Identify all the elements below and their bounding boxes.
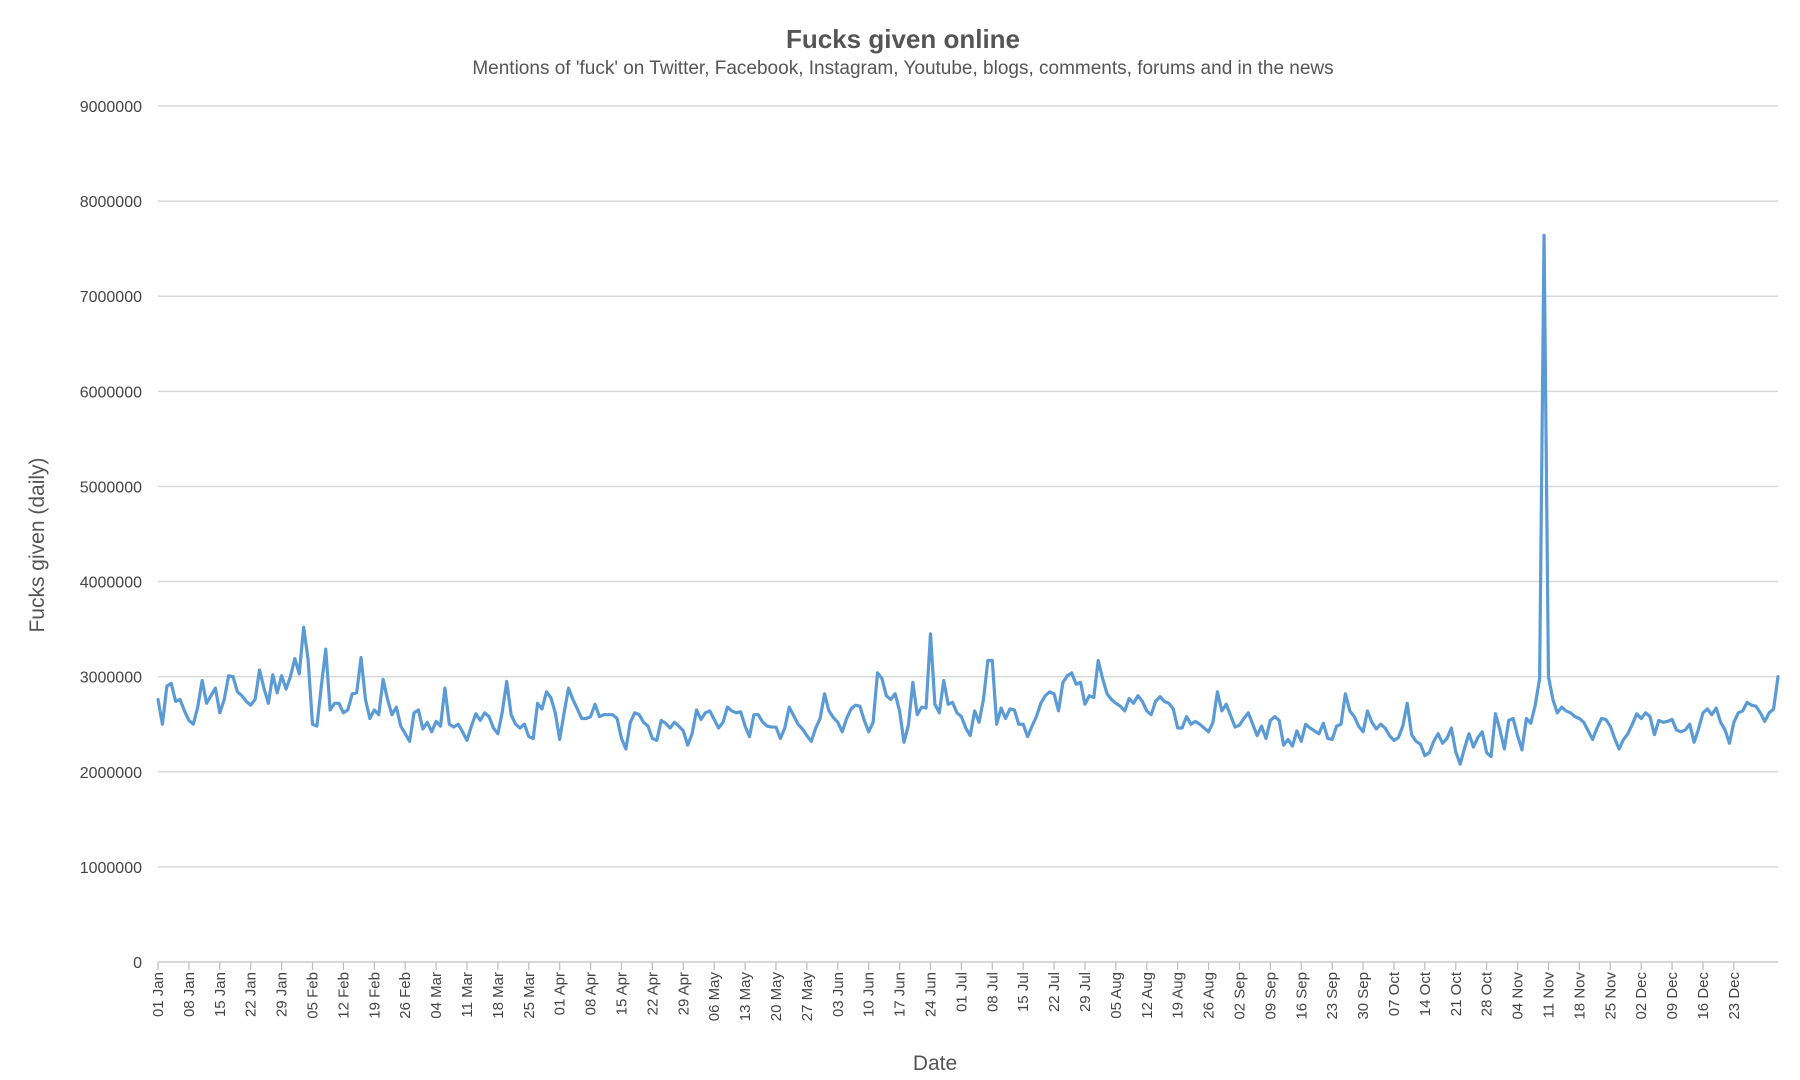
y-tick-label: 3000000	[80, 670, 142, 687]
x-axis-label: Date	[913, 1052, 957, 1075]
x-tick-label: 15 Jul	[1015, 972, 1032, 1012]
x-tick-label: 22 Jan	[243, 972, 260, 1017]
x-tick-label: 22 Apr	[644, 972, 661, 1015]
x-tick-label: 18 Mar	[490, 972, 507, 1019]
x-tick-label: 29 Apr	[675, 972, 692, 1015]
x-tick-label: 29 Jan	[274, 972, 291, 1017]
x-tick-label: 21 Oct	[1448, 971, 1465, 1016]
y-axis-label: Fucks given (daily)	[26, 457, 49, 632]
x-tick-label: 27 May	[799, 972, 816, 1022]
x-tick-label: 08 Apr	[583, 972, 600, 1015]
series-layer	[156, 233, 1780, 766]
x-tick-label: 26 Aug	[1201, 972, 1218, 1019]
series-line	[156, 233, 1780, 766]
x-tick-label: 25 Nov	[1602, 972, 1619, 1020]
y-tick-label: 6000000	[80, 384, 142, 401]
x-tick-label: 15 Apr	[613, 972, 630, 1015]
y-axis-ticks: 9000000 8000000 7000000 6000000 5000000 40000…	[80, 99, 142, 972]
x-tick-label: 02 Dec	[1633, 972, 1650, 1020]
x-tick-label: 19 Aug	[1170, 972, 1187, 1019]
x-tick-label: 24 Jun	[922, 972, 939, 1017]
x-tick-label: 09 Dec	[1664, 972, 1681, 1020]
y-tick-label: 8000000	[80, 194, 142, 211]
x-tick-label: 06 May	[706, 972, 723, 1022]
x-tick-label: 02 Sep	[1231, 972, 1248, 1020]
x-tick-label: 04 Mar	[428, 972, 445, 1019]
y-tick-label: 9000000	[80, 99, 142, 116]
x-tick-label: 04 Nov	[1510, 972, 1527, 1020]
x-tick-label: 22 Jul	[1046, 972, 1063, 1012]
x-tick-label: 20 May	[768, 972, 785, 1022]
x-tick-label: 16 Sep	[1293, 972, 1310, 1020]
x-tick-label: 10 Jun	[861, 972, 878, 1017]
x-tick-label: 08 Jan	[181, 972, 198, 1017]
x-tick-label: 28 Oct	[1479, 971, 1496, 1016]
x-tick-label: 05 Aug	[1108, 972, 1125, 1019]
x-tick-label: 07 Oct	[1386, 971, 1403, 1016]
x-tick-label: 29 Jul	[1077, 972, 1094, 1012]
x-tick-label: 15 Jan	[212, 972, 229, 1017]
x-tick-label: 23 Dec	[1726, 972, 1743, 1020]
y-tick-label: 2000000	[80, 765, 142, 782]
x-tick-label: 11 Nov	[1540, 972, 1557, 1019]
x-tick-label: 05 Feb	[304, 972, 321, 1019]
x-tick-label: 25 Mar	[521, 972, 538, 1019]
x-tick-label: 09 Sep	[1262, 972, 1279, 1020]
x-tick-label: 12 Feb	[335, 972, 352, 1019]
x-tick-label: 01 Jul	[953, 972, 970, 1012]
x-tick-label: 12 Aug	[1139, 972, 1156, 1019]
x-tick-label: 18 Nov	[1571, 972, 1588, 1020]
x-tick-label: 13 May	[737, 972, 754, 1022]
x-tick-label: 19 Feb	[366, 972, 383, 1019]
gridlines	[158, 105, 1778, 868]
y-tick-label: 7000000	[80, 289, 142, 306]
chart-subtitle: Mentions of 'fuck' on Twitter, Facebook,…	[472, 58, 1333, 79]
x-tick-label: 17 Jun	[892, 972, 909, 1017]
x-tick-label: 30 Sep	[1355, 972, 1372, 1020]
y-tick-label: 0	[133, 955, 142, 972]
x-tick-label: 03 Jun	[830, 972, 847, 1017]
x-tick-label: 11 Mar	[459, 972, 476, 1018]
x-tick-label: 23 Sep	[1324, 972, 1341, 1020]
x-tick-label: 01 Apr	[552, 972, 569, 1015]
x-tick-label: 01 Jan	[150, 972, 167, 1017]
x-axis-ticks: 01 Jan 08 Jan 15 Jan 22 Jan 29 Jan 05 Feb 12 F…	[150, 962, 1743, 1021]
x-tick-label: 26 Feb	[397, 972, 414, 1019]
x-tick-label: 16 Dec	[1695, 972, 1712, 1020]
x-tick-label: 08 Jul	[984, 972, 1001, 1012]
x-tick-label: 14 Oct	[1417, 971, 1434, 1016]
chart-title: Fucks given online	[786, 24, 1020, 54]
y-tick-label: 5000000	[80, 479, 142, 496]
y-tick-label: 1000000	[80, 860, 142, 877]
y-tick-label: 4000000	[80, 575, 142, 592]
